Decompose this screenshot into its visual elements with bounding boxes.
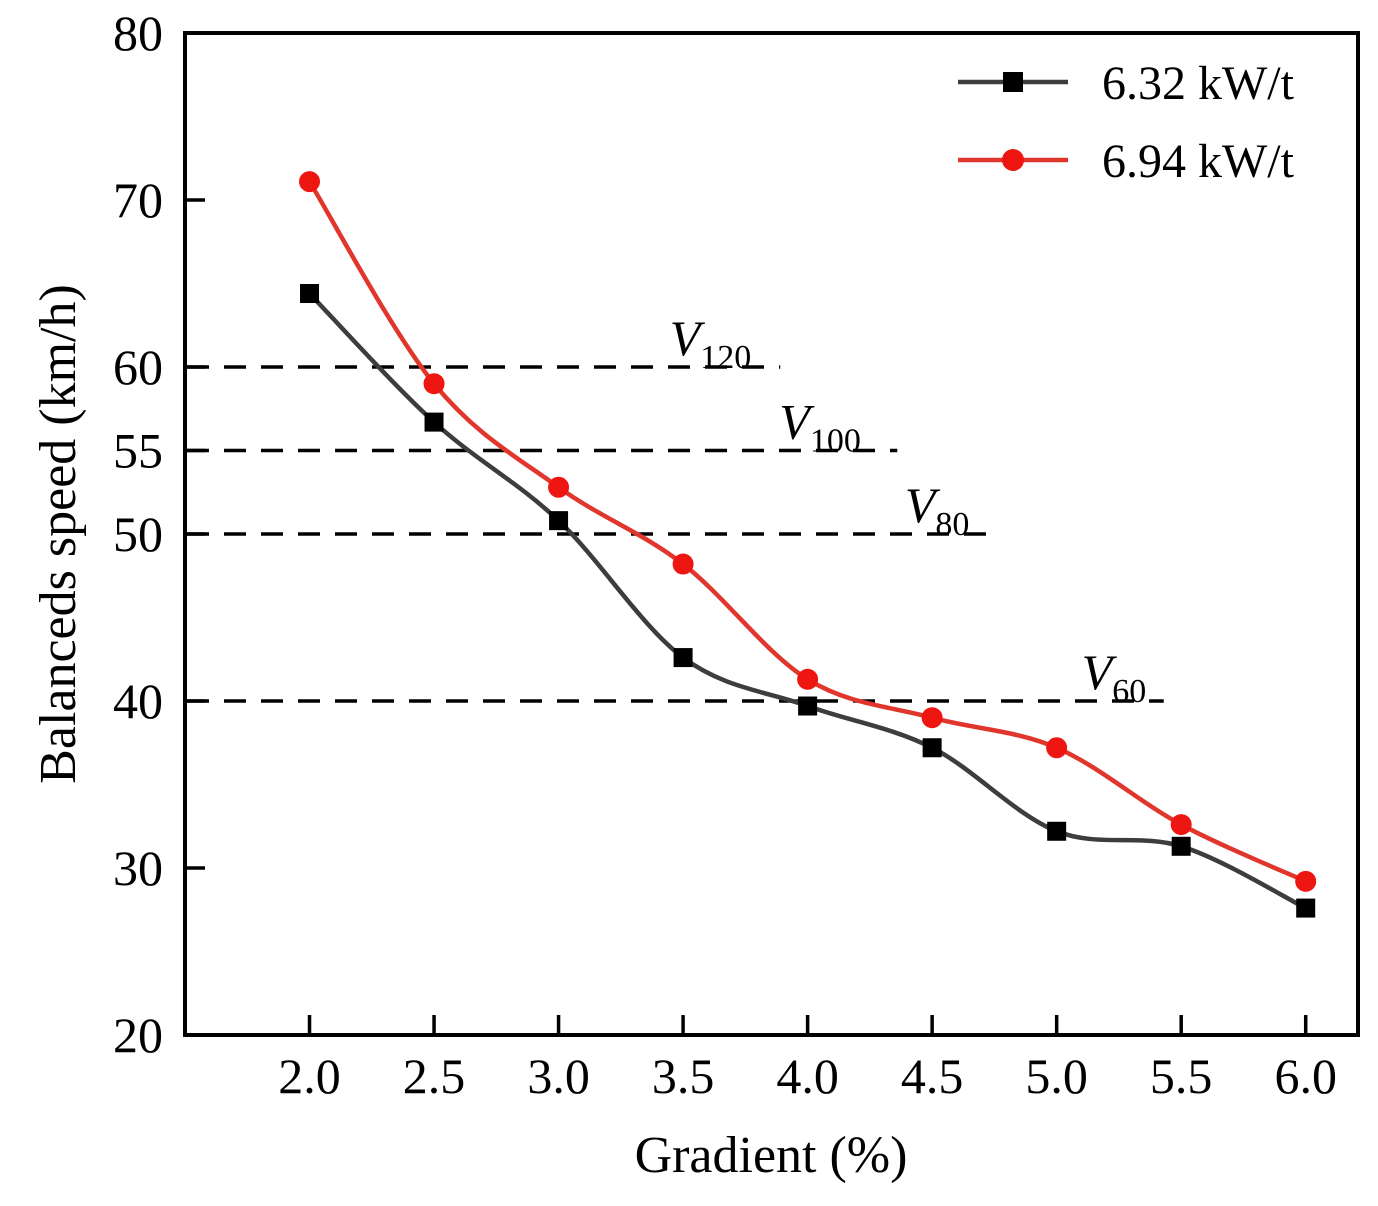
x-tick-label: 4.0: [776, 1048, 839, 1104]
x-tick-label: 3.0: [527, 1048, 590, 1104]
x-tick-label: 5.0: [1025, 1048, 1088, 1104]
x-axis-title: Gradient (%): [635, 1127, 908, 1184]
series-line: [307, 291, 1307, 911]
x-tick-label: 3.5: [652, 1048, 715, 1104]
y-tick-label: 80: [113, 5, 163, 61]
y-axis-title: Balanceds speed (km/h): [30, 284, 87, 784]
square-marker: [549, 511, 569, 531]
reference-label-v80: V80: [905, 477, 970, 543]
y-tick-label: 50: [113, 506, 163, 562]
legend-label: 6.94 kW/t: [1102, 135, 1295, 188]
square-marker: [1047, 821, 1067, 841]
circle-marker: [299, 171, 321, 193]
legend-label: 6.32 kW/t: [1102, 57, 1295, 110]
series-6-94-kw-t: [299, 171, 1317, 892]
square-marker: [424, 412, 444, 432]
y-tick-label: 60: [113, 339, 163, 395]
x-tick-label: 4.5: [901, 1048, 964, 1104]
square-marker: [798, 696, 818, 716]
x-tick-label: 6.0: [1274, 1048, 1337, 1104]
axes-layer: 20 30 40 50 55 60 70 80 2.0 2.5 3.0 3.5 4.0 4.5 5.0 5.5…: [113, 5, 1360, 1104]
circle-marker: [1046, 737, 1068, 759]
y-tick-label: 20: [113, 1007, 163, 1063]
square-marker: [300, 284, 320, 304]
reference-label-v120: V120: [670, 310, 752, 376]
x-tick-label: 2.0: [278, 1048, 341, 1104]
circle-marker: [797, 668, 819, 690]
circle-marker: [548, 476, 570, 498]
reference-lines-layer: V120 V100 V80 V60: [187, 310, 1164, 710]
square-marker: [922, 738, 942, 758]
circle-marker: [423, 373, 445, 395]
y-tick-label: 40: [113, 673, 163, 729]
y-tick-label: 30: [113, 840, 163, 896]
circle-marker: [1170, 814, 1192, 836]
square-marker: [1171, 836, 1191, 856]
legend-entry-1: 6.94 kW/t: [958, 135, 1295, 188]
legend-entry-0: 6.32 kW/t: [958, 57, 1295, 110]
series-line: [307, 180, 1307, 884]
y-tick-label: 55: [113, 423, 163, 479]
legend-circle-marker: [1002, 149, 1024, 171]
circle-marker: [672, 553, 694, 575]
series-6-32-kw-t: [300, 284, 1316, 918]
x-tick-label: 5.5: [1150, 1048, 1213, 1104]
circle-marker: [1295, 870, 1317, 892]
legend-square-marker: [1003, 72, 1023, 92]
reference-label-v100: V100: [779, 394, 861, 460]
x-tick-label: 2.5: [403, 1048, 466, 1104]
square-marker: [1296, 898, 1316, 918]
series-layer: [299, 171, 1317, 918]
reference-label-v60: V60: [1082, 644, 1147, 710]
circle-marker: [921, 707, 943, 729]
y-tick-label: 70: [113, 172, 163, 228]
legend: 6.32 kW/t 6.94 kW/t: [958, 57, 1295, 188]
square-marker: [673, 648, 693, 668]
